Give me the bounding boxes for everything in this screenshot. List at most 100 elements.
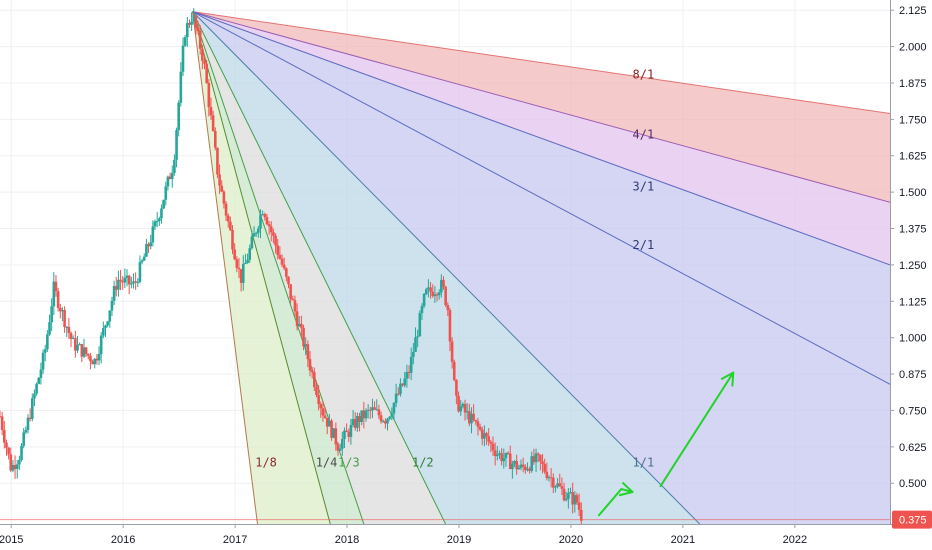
candle-body bbox=[207, 82, 211, 108]
candle-body bbox=[274, 235, 277, 246]
candle-body bbox=[328, 420, 331, 427]
y-axis-ticks: 2.125 2.000 1.875 1.750 1.625 1.500 1.375 1.250… bbox=[890, 5, 927, 490]
y-tick-label: 0.750 bbox=[899, 405, 927, 417]
candle-body bbox=[209, 107, 213, 116]
candle-body bbox=[577, 502, 581, 510]
candle-body bbox=[474, 419, 478, 422]
candle-body bbox=[444, 286, 447, 306]
x-tick-label: 2015 bbox=[0, 534, 23, 546]
candle-body bbox=[519, 464, 523, 468]
y-tick-label: 1.000 bbox=[899, 333, 927, 345]
candle-body bbox=[424, 289, 428, 294]
candle-body bbox=[147, 244, 150, 247]
candle-body bbox=[63, 310, 66, 327]
candle-body bbox=[56, 291, 60, 308]
candle-body bbox=[151, 226, 155, 243]
fan-label-2-1: 2/1 bbox=[633, 238, 655, 252]
candle-body bbox=[15, 464, 19, 469]
candle-body bbox=[289, 284, 292, 299]
candle-body bbox=[478, 426, 482, 430]
candle-body bbox=[517, 467, 521, 470]
candle-body bbox=[136, 281, 140, 283]
candle-body bbox=[409, 356, 413, 373]
candle-body bbox=[304, 344, 308, 347]
candle-body bbox=[89, 355, 92, 362]
axes bbox=[0, 0, 932, 525]
annotation-arrowhead-1 bbox=[618, 482, 634, 497]
candle-body bbox=[220, 185, 224, 192]
candle-body bbox=[396, 393, 400, 395]
candle-body bbox=[218, 174, 221, 186]
candle-body bbox=[263, 214, 267, 218]
candle-body bbox=[356, 415, 359, 428]
candle-body bbox=[179, 71, 183, 103]
candle-body bbox=[58, 307, 62, 312]
gann-fan-lines bbox=[192, 11, 890, 524]
candle-body bbox=[515, 461, 518, 470]
candle-body bbox=[575, 495, 579, 503]
candle-body bbox=[306, 344, 310, 360]
candle-body bbox=[291, 298, 295, 301]
candle-body bbox=[190, 21, 193, 25]
fan-zone-2-1 bbox=[192, 11, 890, 524]
candle-body bbox=[373, 407, 376, 410]
candle-body bbox=[457, 395, 460, 412]
candle-body bbox=[183, 37, 187, 46]
candle-body bbox=[52, 281, 56, 307]
fan-line-3-1 bbox=[192, 11, 890, 266]
candle-body bbox=[97, 354, 101, 361]
candle-body bbox=[506, 452, 510, 454]
candle-body bbox=[211, 115, 215, 131]
candle-body bbox=[371, 407, 374, 411]
candle-body bbox=[132, 281, 135, 284]
candle-body bbox=[145, 244, 148, 257]
candle-body bbox=[241, 263, 245, 283]
candle-body bbox=[375, 409, 379, 411]
candle-body bbox=[138, 262, 142, 282]
gann-fan-labels: 8/1 4/1 3/1 2/1 1/1 1/2 1/31/4 1/8 bbox=[255, 68, 654, 470]
candle-body bbox=[0, 416, 2, 418]
candle-body bbox=[315, 387, 318, 395]
candle-body bbox=[13, 465, 17, 469]
candle-body bbox=[257, 228, 260, 233]
candle-body bbox=[78, 344, 81, 346]
candle-body bbox=[149, 242, 153, 247]
candle-body bbox=[287, 276, 290, 285]
candle-body bbox=[22, 432, 25, 446]
candle-body bbox=[480, 429, 484, 439]
candle-body bbox=[0, 416, 4, 431]
candle-body bbox=[541, 461, 544, 465]
candle-body bbox=[237, 267, 241, 270]
candle-body bbox=[173, 159, 176, 173]
x-tick-label: 2016 bbox=[111, 534, 135, 546]
candle-body bbox=[224, 203, 228, 216]
candle-body bbox=[192, 15, 196, 22]
candle-body bbox=[181, 45, 185, 72]
y-tick-label: 2.125 bbox=[899, 5, 927, 17]
candle-body bbox=[334, 428, 338, 445]
candle-body bbox=[86, 354, 90, 356]
candle-body bbox=[485, 433, 488, 437]
candle-body bbox=[121, 281, 125, 283]
candle-body bbox=[35, 383, 38, 394]
candle-body bbox=[343, 430, 346, 439]
fan-line-1-4 bbox=[192, 11, 331, 524]
candle-body bbox=[569, 492, 572, 494]
candle-body bbox=[455, 379, 458, 396]
x-axis-ticks: 2015 2016 2017 2018 2019 2020 2021 2022 bbox=[0, 524, 807, 546]
candle-body bbox=[349, 424, 353, 437]
candle-body bbox=[310, 370, 314, 373]
candle-body bbox=[155, 220, 159, 222]
candle-body bbox=[285, 268, 288, 277]
candle-body bbox=[412, 351, 415, 357]
candle-body bbox=[20, 445, 23, 460]
candle-body bbox=[153, 221, 157, 227]
candle-body bbox=[26, 417, 30, 430]
candle-body bbox=[216, 147, 219, 175]
annotations[interactable] bbox=[597, 371, 735, 517]
annotation-arrowhead-2 bbox=[720, 371, 735, 387]
candle-body bbox=[325, 417, 329, 427]
candle-body bbox=[463, 403, 467, 413]
fan-line-2-1 bbox=[192, 11, 890, 385]
candle-body bbox=[562, 488, 566, 501]
